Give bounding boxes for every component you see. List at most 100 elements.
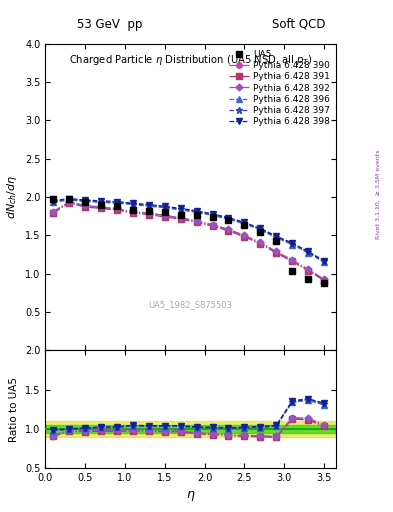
UA5 (290, 268, 294, 274)
Pythia 6.428 391 (99, 205, 103, 211)
Pythia 6.428 391 (290, 259, 294, 265)
Pythia 6.428 397 (99, 199, 103, 205)
Pythia 6.428 398 (99, 198, 103, 204)
Pythia 6.428 391 (226, 228, 231, 234)
Text: UA5_1982_S875503: UA5_1982_S875503 (149, 300, 233, 309)
Y-axis label: Ratio to UA5: Ratio to UA5 (9, 377, 19, 442)
Pythia 6.428 391 (194, 219, 199, 225)
Pythia 6.428 392 (99, 204, 103, 210)
Pythia 6.428 396 (274, 234, 279, 241)
Pythia 6.428 392 (67, 199, 72, 205)
Pythia 6.428 396 (306, 250, 310, 256)
Pythia 6.428 390 (130, 209, 135, 216)
Pythia 6.428 390 (274, 249, 279, 255)
Pythia 6.428 392 (147, 210, 151, 216)
Pythia 6.428 396 (322, 259, 327, 265)
Text: 53 GeV  pp: 53 GeV pp (77, 18, 143, 31)
Pythia 6.428 396 (210, 212, 215, 219)
Pythia 6.428 397 (322, 259, 327, 265)
Pythia 6.428 391 (178, 216, 183, 222)
Pythia 6.428 397 (178, 206, 183, 212)
Pythia 6.428 391 (322, 278, 327, 284)
Pythia 6.428 396 (290, 242, 294, 248)
Pythia 6.428 391 (147, 211, 151, 218)
Pythia 6.428 390 (83, 203, 87, 209)
Pythia 6.428 391 (114, 207, 119, 213)
Line: Pythia 6.428 392: Pythia 6.428 392 (51, 199, 327, 282)
UA5 (130, 207, 135, 213)
UA5 (99, 202, 103, 208)
Pythia 6.428 390 (114, 206, 119, 212)
Pythia 6.428 398 (194, 208, 199, 214)
Pythia 6.428 392 (226, 226, 231, 232)
Pythia 6.428 392 (162, 212, 167, 219)
Line: Pythia 6.428 391: Pythia 6.428 391 (50, 200, 327, 283)
Pythia 6.428 392 (83, 202, 87, 208)
Line: Pythia 6.428 390: Pythia 6.428 390 (50, 200, 327, 283)
Pythia 6.428 397 (194, 208, 199, 215)
Pythia 6.428 390 (210, 222, 215, 228)
Pythia 6.428 396 (99, 199, 103, 205)
Pythia 6.428 397 (210, 211, 215, 218)
Pythia 6.428 397 (130, 201, 135, 207)
Pythia 6.428 398 (147, 202, 151, 208)
Pythia 6.428 390 (242, 233, 247, 239)
Pythia 6.428 390 (67, 199, 72, 205)
Pythia 6.428 392 (322, 276, 327, 282)
Pythia 6.428 398 (290, 240, 294, 246)
Pythia 6.428 396 (147, 203, 151, 209)
UA5 (258, 229, 263, 236)
UA5 (306, 276, 310, 282)
Pythia 6.428 391 (67, 200, 72, 206)
Pythia 6.428 390 (162, 212, 167, 219)
Pythia 6.428 396 (67, 197, 72, 203)
UA5 (162, 209, 167, 216)
Pythia 6.428 392 (51, 208, 55, 215)
Pythia 6.428 396 (130, 202, 135, 208)
Pythia 6.428 396 (194, 209, 199, 216)
Pythia 6.428 398 (67, 196, 72, 202)
Pythia 6.428 391 (274, 250, 279, 256)
X-axis label: $\eta$: $\eta$ (186, 489, 195, 503)
Pythia 6.428 397 (290, 241, 294, 247)
Pythia 6.428 396 (178, 207, 183, 213)
UA5 (147, 208, 151, 214)
Pythia 6.428 397 (242, 220, 247, 226)
Pythia 6.428 397 (226, 216, 231, 222)
Pythia 6.428 391 (130, 210, 135, 216)
Pythia 6.428 396 (83, 199, 87, 205)
Pythia 6.428 398 (306, 248, 310, 254)
Pythia 6.428 392 (130, 208, 135, 215)
Line: Pythia 6.428 397: Pythia 6.428 397 (50, 196, 327, 265)
Text: Rivet 3.1.10,  ≥ 3.5M events: Rivet 3.1.10, ≥ 3.5M events (376, 150, 380, 239)
Text: Soft QCD: Soft QCD (272, 18, 325, 31)
Pythia 6.428 390 (226, 227, 231, 233)
Pythia 6.428 397 (162, 204, 167, 210)
UA5 (67, 196, 72, 202)
Pythia 6.428 391 (83, 204, 87, 210)
UA5 (83, 199, 87, 205)
Pythia 6.428 398 (226, 215, 231, 221)
Pythia 6.428 398 (322, 258, 327, 264)
Pythia 6.428 398 (274, 233, 279, 239)
Pythia 6.428 396 (242, 221, 247, 227)
Pythia 6.428 390 (306, 267, 310, 273)
Pythia 6.428 397 (67, 196, 72, 202)
Pythia 6.428 392 (274, 248, 279, 254)
Pythia 6.428 390 (51, 209, 55, 216)
Legend: UA5, Pythia 6.428 390, Pythia 6.428 391, Pythia 6.428 392, Pythia 6.428 396, Pyt: UA5, Pythia 6.428 390, Pythia 6.428 391,… (228, 48, 332, 128)
Pythia 6.428 392 (178, 215, 183, 221)
Pythia 6.428 396 (258, 227, 263, 233)
Pythia 6.428 397 (147, 202, 151, 208)
Pythia 6.428 391 (242, 234, 247, 240)
Pythia 6.428 396 (162, 205, 167, 211)
Pythia 6.428 398 (210, 211, 215, 217)
Pythia 6.428 390 (322, 277, 327, 283)
UA5 (210, 214, 215, 220)
Pythia 6.428 391 (51, 210, 55, 216)
Pythia 6.428 397 (51, 199, 55, 205)
Bar (45, 421, 336, 437)
Pythia 6.428 396 (226, 216, 231, 222)
UA5 (274, 239, 279, 245)
UA5 (178, 211, 183, 218)
